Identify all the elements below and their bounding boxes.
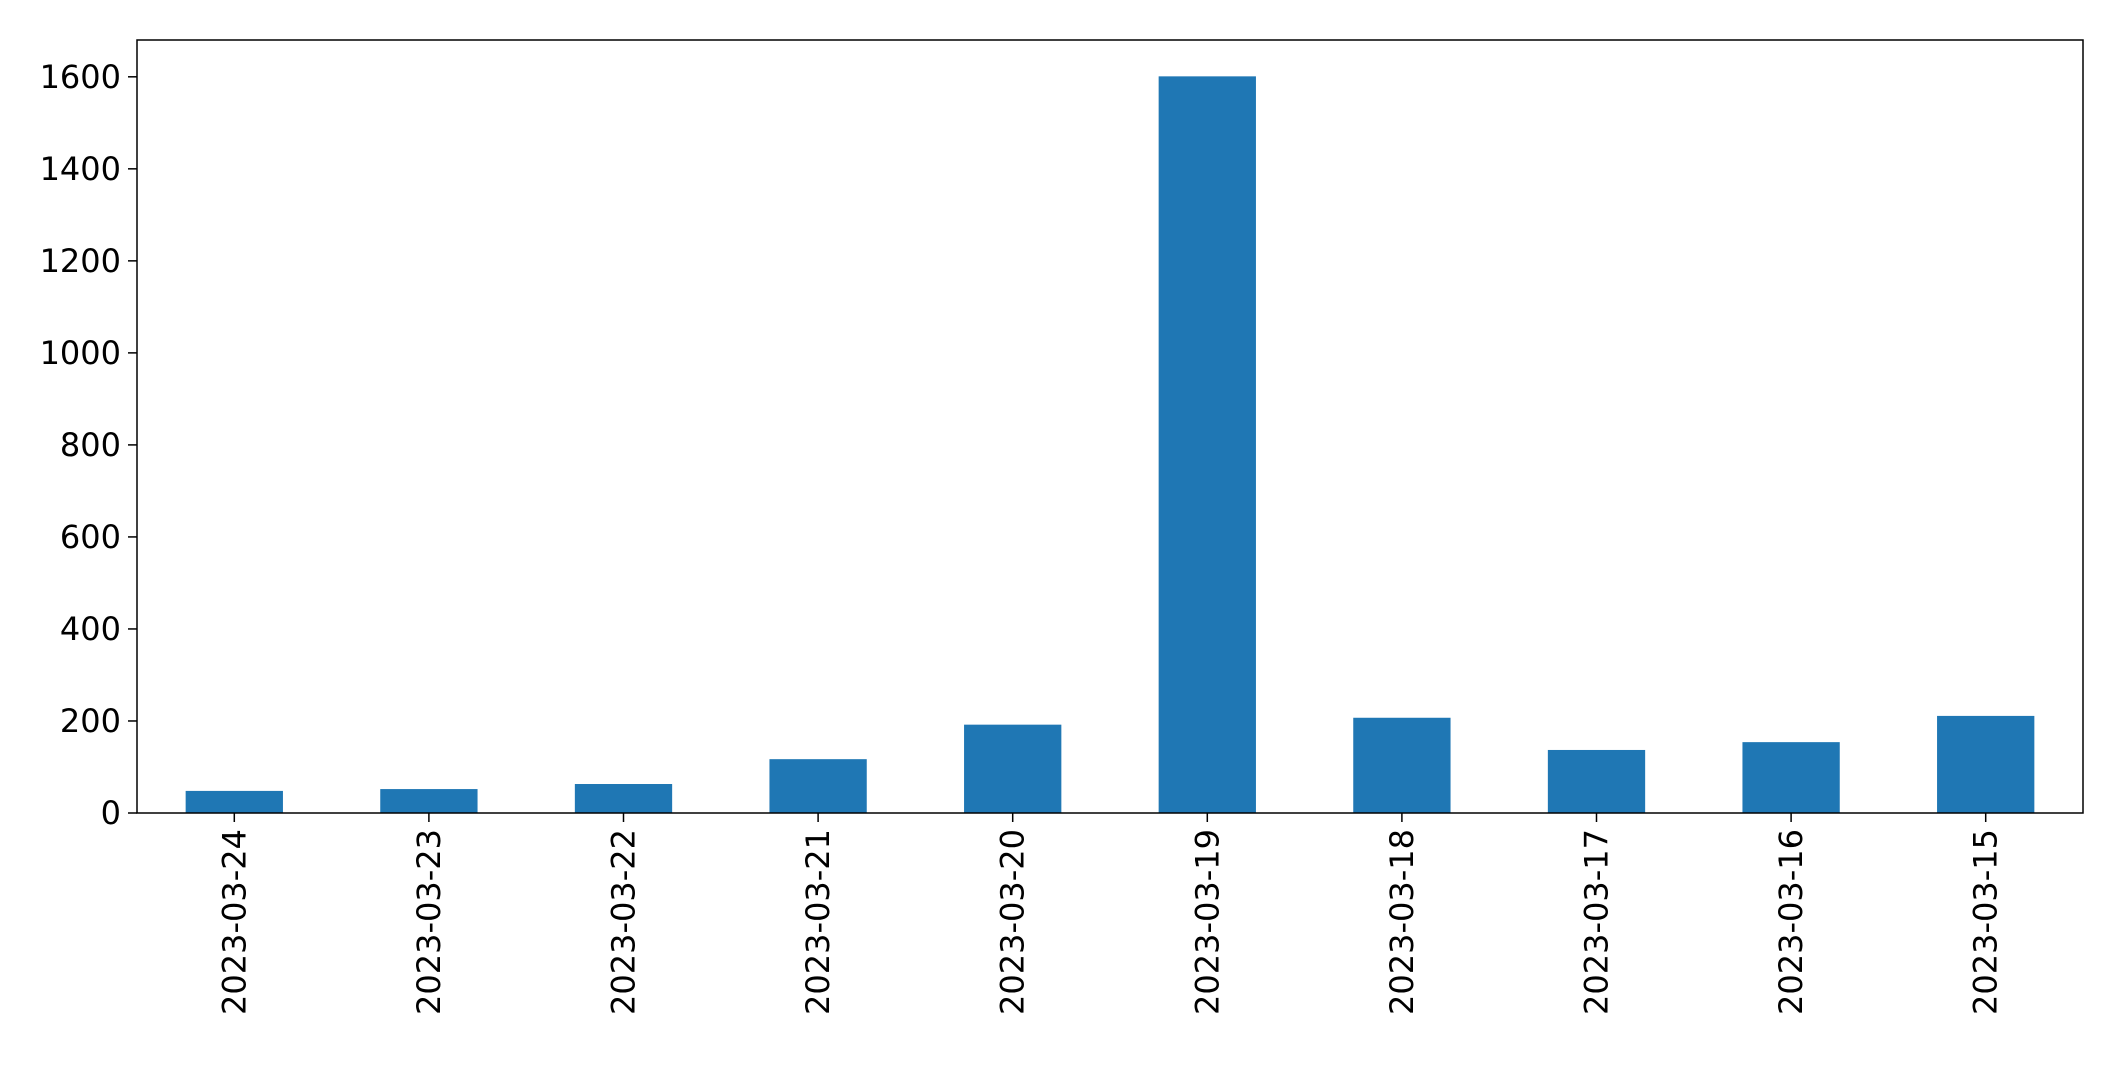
y-tick-label: 1000 [40,334,121,372]
x-tick-label: 2023-03-23 [410,829,448,1015]
bar [574,784,673,813]
bar [769,759,867,813]
bar [185,790,283,813]
bars-layer [185,76,2035,814]
bar [1742,742,1840,813]
x-tick-label: 2023-03-19 [1188,829,1226,1015]
y-tick-label: 600 [60,518,121,556]
x-tick-label: 2023-03-17 [1578,829,1616,1015]
y-tick-label: 0 [101,794,121,832]
y-tick-label: 200 [60,702,121,740]
y-tick-label: 400 [60,610,121,648]
y-tick-label: 1400 [40,150,121,188]
plot-frame [136,39,2084,814]
x-tick-label: 2023-03-21 [799,829,837,1015]
x-tick-label: 2023-03-18 [1383,829,1421,1015]
x-tick-label: 2023-03-24 [215,829,253,1015]
axes-layer: 0 200 400 600 800 1000 1200 1400 1600 2023-03-24 2… [40,39,2084,1015]
bar [1353,717,1451,813]
bar [1937,715,2035,813]
x-tick-label: 2023-03-20 [994,829,1032,1015]
y-tick-label: 800 [60,426,121,464]
bar [1158,76,1256,814]
bar [964,724,1062,813]
x-tick-label: 2023-03-22 [605,829,643,1015]
x-tick-label: 2023-03-16 [1772,829,1810,1015]
y-tick-label: 1200 [40,242,121,280]
bar [1547,749,1646,813]
bar [380,789,478,813]
x-tick-label: 2023-03-15 [1967,829,2005,1015]
y-tick-label: 1600 [40,58,121,96]
